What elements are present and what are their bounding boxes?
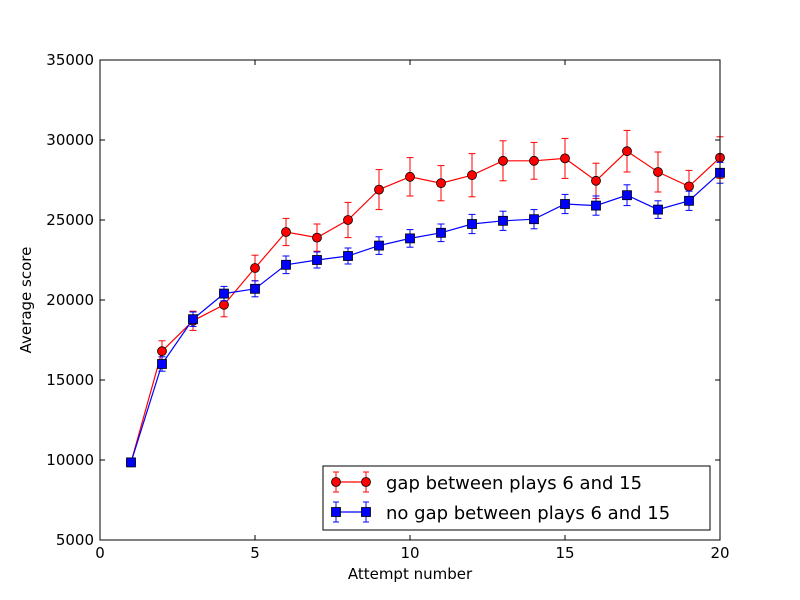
legend-marker: [331, 507, 341, 517]
data-point: [219, 288, 229, 299]
data-point: [467, 170, 477, 181]
legend-marker: [361, 477, 371, 487]
data-point: [591, 175, 601, 186]
y-tick-label: 10000: [46, 451, 94, 469]
axes-frame: [99, 59, 721, 541]
data-point: [343, 215, 353, 225]
x-tick-label: 15: [555, 544, 574, 562]
series-1: [126, 161, 725, 468]
data-point: [684, 195, 694, 206]
data-point: [622, 190, 632, 201]
data-point: [188, 314, 198, 325]
series-0: [126, 129, 725, 468]
x-tick-label: 20: [710, 544, 729, 562]
data-point: [312, 255, 322, 265]
legend: gap between plays 6 and 15 no gap betwee…: [322, 465, 711, 531]
data-point: [281, 259, 291, 270]
y-tick-label: 35000: [46, 51, 94, 69]
y-tick-label: 30000: [46, 131, 94, 149]
plot-area: [126, 129, 725, 468]
data-point: [529, 155, 539, 166]
x-axis-label: Attempt number: [348, 565, 473, 583]
y-tick-label: 15000: [46, 371, 94, 389]
data-point: [684, 181, 694, 192]
x-tick-label: 5: [250, 544, 260, 562]
legend-marker: [331, 477, 341, 487]
data-point: [250, 263, 260, 273]
data-point: [653, 167, 663, 177]
series-line: [130, 150, 721, 463]
data-point: [126, 457, 136, 468]
legend-entries: [331, 471, 371, 523]
data-point: [529, 214, 539, 225]
y-tick-label: 25000: [46, 211, 94, 229]
data-point: [436, 227, 446, 238]
data-point: [250, 283, 260, 294]
data-point: [467, 219, 477, 229]
x-tick-label: 10: [400, 544, 419, 562]
data-point: [436, 178, 446, 189]
data-point: [405, 233, 415, 244]
data-point: [591, 200, 601, 211]
data-point: [560, 199, 570, 209]
data-point: [219, 299, 229, 310]
legend-label-gap: gap between plays 6 and 15: [386, 473, 642, 494]
y-tick-label: 20000: [46, 291, 94, 309]
axis-ticks: 0 5 10 15 20 5000 10000 15000 20000 25000 30000 350…: [46, 51, 729, 562]
data-point: [157, 359, 167, 369]
data-point: [157, 346, 167, 357]
legend-label-no-gap: no gap between plays 6 and 15: [386, 503, 670, 524]
y-tick-label: 5000: [56, 531, 94, 549]
data-point: [498, 155, 508, 166]
data-point: [374, 184, 384, 195]
y-axis-label: Average score: [17, 247, 35, 354]
legend-box: [322, 465, 711, 531]
data-point: [374, 240, 384, 251]
series-line: [130, 172, 721, 463]
data-point: [281, 227, 291, 237]
data-point: [622, 146, 632, 157]
data-point: [312, 232, 322, 243]
data-point: [405, 171, 415, 182]
data-point: [343, 251, 353, 261]
x-tick-label: 0: [95, 544, 105, 562]
data-point: [498, 215, 508, 226]
data-point: [560, 153, 570, 164]
data-point: [653, 204, 663, 215]
legend-marker: [361, 507, 371, 517]
